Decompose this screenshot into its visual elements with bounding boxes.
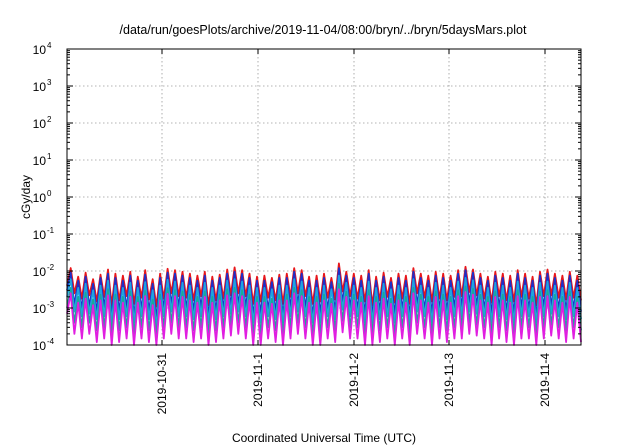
y-tick-label: 10: [33, 43, 47, 57]
y-tick-exponent: 4: [47, 41, 52, 50]
series-line: [66, 274, 582, 329]
y-tick-label: 10: [33, 339, 47, 353]
y-tick-exponent: 3: [47, 78, 52, 87]
y-tick-label: 10: [33, 154, 47, 168]
series-line: [66, 282, 582, 337]
x-tick-label: 2019-11-1: [251, 353, 265, 407]
tick-layer: 2019-10-31 2019-11-1 2019-11-2 2019-11-3 201…: [33, 41, 581, 414]
y-tick-exponent: 0: [47, 189, 52, 198]
x-tick-label: 2019-11-4: [538, 353, 552, 407]
y-tick-label: 10: [33, 191, 47, 205]
x-tick-label: 2019-11-3: [442, 353, 456, 407]
y-axis-label: cGy/day: [19, 175, 33, 219]
y-tick-exponent: -4: [47, 337, 55, 346]
series-line: [66, 262, 582, 308]
y-tick-label: 10: [33, 302, 47, 316]
series-layer: [66, 262, 582, 346]
y-tick-exponent: -1: [47, 226, 55, 235]
y-tick-label: 10: [33, 265, 47, 279]
x-axis-label: Coordinated Universal Time (UTC): [232, 431, 416, 445]
y-tick-exponent: 1: [47, 152, 52, 161]
y-tick-exponent: 2: [47, 115, 52, 124]
y-tick-label: 10: [33, 228, 47, 242]
series-line: [66, 267, 582, 321]
y-tick-label: 10: [33, 80, 47, 94]
chart-title: /data/run/goesPlots/archive/2019-11-04/0…: [120, 23, 527, 37]
x-tick-label: 2019-11-2: [347, 353, 361, 407]
x-tick-label: 2019-10-31: [155, 353, 169, 415]
series-line: [66, 288, 582, 346]
y-tick-exponent: -2: [47, 263, 55, 272]
y-tick-exponent: -3: [47, 300, 55, 309]
y-tick-label: 10: [33, 117, 47, 131]
